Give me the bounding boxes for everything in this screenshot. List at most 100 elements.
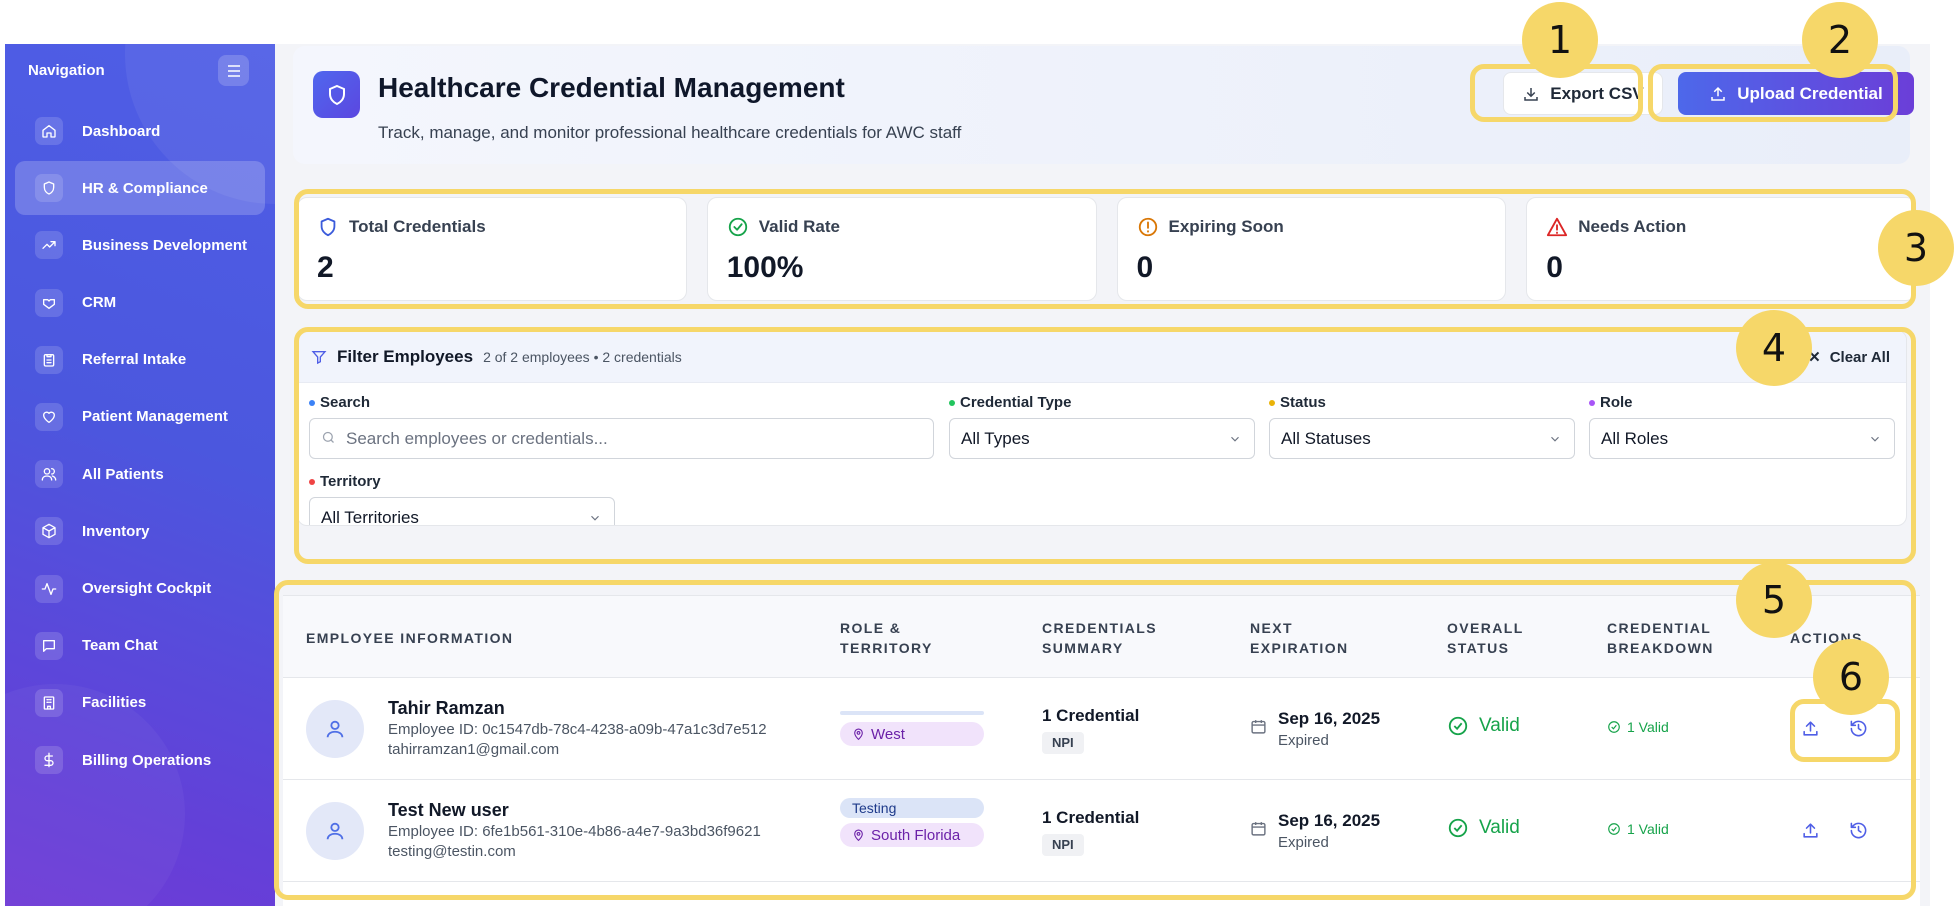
credential-type-select[interactable]: All Types [949,418,1255,459]
user-icon [326,720,344,738]
annotation-box-5 [274,580,1916,900]
column-header-text: OVERALL [1447,620,1524,636]
territory-value: All Territories [321,507,419,526]
column-header-text: CREDENTIALS [1042,620,1157,636]
history-action-button[interactable] [1847,717,1869,739]
app-window: Navigation Dashboard HR & Compliance Bus… [5,44,1930,906]
table-row: Test New user Employee ID: 6fe1b561-310e… [283,780,1920,882]
download-icon [1524,87,1538,101]
search-input[interactable]: Search employees or credentials... [309,418,934,459]
credential-breakdown: 1 Valid [1607,719,1669,735]
sidebar-item-dashboard[interactable]: Dashboard [15,104,265,158]
export-csv-button[interactable]: Export CSV [1503,72,1663,115]
sidebar-item-label: Dashboard [82,122,161,140]
status-text: Valid [1479,715,1520,736]
column-header-credentials: CREDENTIALS SUMMARY [1042,618,1157,658]
label-dot [1269,399,1275,406]
stat-label: Valid Rate [758,217,841,236]
territory-text: South Florida [871,826,961,844]
table-header: EMPLOYEE INFORMATION ROLE & TERRITORY CRE… [283,596,1920,678]
message-icon [35,631,63,660]
users-icon [35,460,63,489]
sidebar-item-crm[interactable]: CRM [15,276,265,330]
role-label-text: Role [1600,394,1633,411]
sidebar-item-hr-compliance[interactable]: HR & Compliance [15,161,265,216]
status-label: Status [1269,394,1326,411]
upload-action-button[interactable] [1799,819,1821,841]
column-header-overall-status: OVERALL STATUS [1447,618,1524,658]
stat-value: 2 [317,251,334,284]
sidebar-item-patient-management[interactable]: Patient Management [15,390,265,444]
credential-type-label: Credential Type [949,394,1071,411]
sidebar-item-oversight-cockpit[interactable]: Oversight Cockpit [15,562,265,616]
sidebar-item-all-patients[interactable]: All Patients [15,447,265,501]
stat-card-expiring-soon: Expiring Soon 0 [1116,197,1507,301]
chevron-down-icon [588,510,602,524]
stat-value: 0 [1546,251,1563,284]
breakdown-text: 1 Valid [1627,719,1669,735]
credential-breakdown: 1 Valid [1607,821,1669,837]
chevron-down-icon [1548,431,1562,445]
sidebar-item-team-chat[interactable]: Team Chat [15,619,265,673]
annotation-badge-3: 3 [1878,210,1954,286]
role-label: Role [1589,394,1633,411]
page-subtitle: Track, manage, and monitor professional … [378,123,962,142]
stat-label: Total Credentials [349,217,486,236]
sidebar-item-billing-operations[interactable]: Billing Operations [15,733,265,787]
nav-list: Dashboard HR & Compliance Business Devel… [15,104,265,790]
shield-icon [35,174,63,203]
sidebar-item-label: All Patients [82,465,164,483]
sidebar-item-label: Referral Intake [82,351,187,369]
history-icon [1850,720,1866,736]
sidebar-item-business-development[interactable]: Business Development [15,218,265,272]
sidebar-item-label: Inventory [82,522,150,540]
sidebar-item-referral-intake[interactable]: Referral Intake [15,333,265,387]
package-icon [35,517,63,546]
annotation-badge-4: 4 [1736,310,1812,386]
sidebar-item-facilities[interactable]: Facilities [15,676,265,730]
territory-badge: South Florida [840,823,984,847]
sidebar-item-label: Billing Operations [82,751,212,769]
annotation-badge-5: 5 [1736,562,1812,638]
heart-icon [35,402,63,431]
upload-credential-button[interactable]: Upload Credential [1678,72,1914,115]
stat-card-needs-action: Needs Action 0 [1526,197,1916,301]
sidebar-item-inventory[interactable]: Inventory [15,504,265,558]
activity-icon [35,574,63,603]
territory-select[interactable]: All Territories [309,497,615,526]
territory-text: West [871,725,905,743]
expiration-note: Expired [1278,732,1329,749]
stat-card-total-credentials: Total Credentials 2 [297,197,687,301]
territory-label-text: Territory [320,473,381,490]
breakdown-text: 1 Valid [1627,821,1669,837]
sidebar-item-label: HR & Compliance [82,179,208,197]
column-header-text: EXPIRATION [1250,640,1349,656]
filter-header: Filter Employees 2 of 2 employees • 2 cr… [298,331,1906,383]
check-circle-icon [1608,721,1620,733]
main-content: Healthcare Credential Management Track, … [275,44,1930,906]
employee-name: Test New user [388,800,509,820]
label-dot [1589,399,1595,406]
history-action-button[interactable] [1847,819,1869,841]
expiration-note: Expired [1278,834,1329,851]
map-pin-icon [854,829,863,841]
menu-toggle-button[interactable] [218,55,249,86]
sidebar-item-label: Patient Management [82,408,228,426]
upload-action-button[interactable] [1799,717,1821,739]
filter-icon [311,350,327,364]
check-circle-icon [1448,716,1468,736]
avatar [306,700,364,758]
upload-credential-label: Upload Credential [1737,83,1883,103]
status-value: All Statuses [1281,428,1371,448]
filter-title: Filter Employees [337,346,474,366]
credential-type-badge: NPI [1042,834,1084,856]
status-select[interactable]: All Statuses [1269,418,1575,459]
annotation-box-4 [294,327,1916,564]
credential-type-badge: NPI [1042,732,1084,754]
credential-type-label-text: Credential Type [960,394,1072,411]
role-select[interactable]: All Roles [1589,418,1895,459]
column-header-role: ROLE & TERRITORY [840,618,933,658]
history-icon [1850,822,1866,838]
upload-icon [1711,86,1726,101]
upload-icon [1802,720,1818,736]
